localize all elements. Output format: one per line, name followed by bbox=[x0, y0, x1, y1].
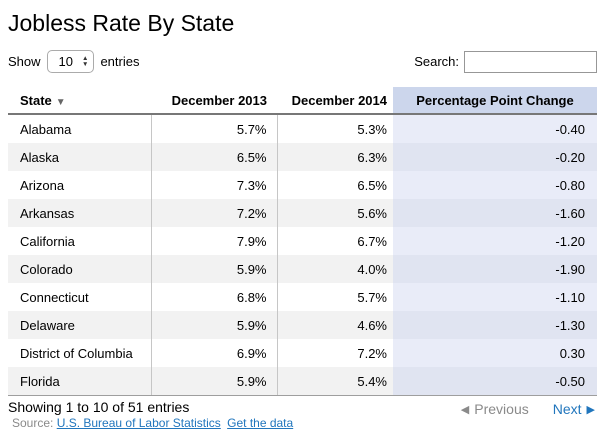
state-cell: Alabama bbox=[8, 114, 152, 143]
table-row: Connecticut 6.8% 5.7% -1.10 bbox=[8, 283, 597, 311]
stepper-up-icon: ▲ bbox=[82, 55, 89, 62]
jobless-rate-table: State ▼ December 2013 December 2014 Perce… bbox=[8, 87, 597, 396]
table-row: District of Columbia 6.9% 7.2% 0.30 bbox=[8, 339, 597, 367]
entries-label: entries bbox=[100, 54, 140, 69]
page-length-control: Show 10 ▲ ▼ entries bbox=[8, 50, 139, 73]
state-cell: Colorado bbox=[8, 255, 152, 283]
header-row: State ▼ December 2013 December 2014 Perce… bbox=[8, 87, 597, 115]
column-header-change[interactable]: Percentage Point Change bbox=[393, 87, 597, 115]
table-row: California 7.9% 6.7% -1.20 bbox=[8, 227, 597, 255]
table-row: Alabama 5.7% 5.3% -0.40 bbox=[8, 114, 597, 143]
table-footer: Showing 1 to 10 of 51 entries Source: U.… bbox=[8, 399, 597, 430]
get-data-link[interactable]: Get the data bbox=[227, 416, 294, 430]
change-cell: -0.50 bbox=[393, 367, 597, 396]
show-label: Show bbox=[8, 54, 41, 69]
dec2013-cell: 7.2% bbox=[151, 199, 278, 227]
dec2014-cell: 5.3% bbox=[357, 121, 387, 137]
dec2013-cell: 5.9% bbox=[151, 311, 278, 339]
state-cell: Arkansas bbox=[8, 199, 152, 227]
dec2014-cell: 5.7% bbox=[357, 289, 387, 305]
dec2013-cell: 5.9% bbox=[151, 367, 278, 396]
table-row: Colorado 5.9% 4.0% -1.90 bbox=[8, 255, 597, 283]
table-row: Arizona 7.3% 6.5% -0.80 bbox=[8, 171, 597, 199]
page-length-select[interactable]: 10 ▲ ▼ bbox=[46, 50, 95, 73]
dec2014-cell: 7.2% bbox=[357, 345, 387, 361]
dec2014-cell: 6.5% bbox=[357, 177, 387, 193]
search-control: Search: bbox=[414, 50, 597, 73]
column-header-state-label: State bbox=[20, 93, 52, 108]
dec2014-cell: 5.6% bbox=[357, 205, 387, 221]
change-cell: -0.40 bbox=[393, 114, 597, 143]
state-cell: Connecticut bbox=[8, 283, 152, 311]
change-cell: -1.20 bbox=[393, 227, 597, 255]
dec2013-cell: 6.9% bbox=[151, 339, 278, 367]
sort-desc-icon: ▼ bbox=[55, 97, 66, 108]
search-input[interactable] bbox=[464, 50, 597, 73]
next-page-button[interactable]: Next ▶ bbox=[553, 401, 595, 417]
pagination: ◀ Previous Next ▶ bbox=[461, 401, 597, 417]
stepper-down-icon: ▼ bbox=[82, 60, 89, 68]
source-link[interactable]: U.S. Bureau of Labor Statistics bbox=[56, 416, 221, 430]
dec2013-cell: 6.8% bbox=[151, 283, 278, 311]
change-cell: -1.30 bbox=[393, 311, 597, 339]
table-row: Alaska 6.5% 6.3% -0.20 bbox=[8, 143, 597, 171]
change-cell: -0.80 bbox=[393, 171, 597, 199]
source-line: Source: U.S. Bureau of Labor Statistics … bbox=[8, 416, 296, 430]
state-cell: California bbox=[8, 227, 152, 255]
search-label: Search: bbox=[414, 54, 459, 69]
state-cell: Arizona bbox=[8, 171, 152, 199]
dec2014-cell: 4.6% bbox=[357, 317, 387, 333]
column-header-state[interactable]: State ▼ bbox=[8, 87, 151, 115]
state-cell: Delaware bbox=[8, 311, 152, 339]
previous-page-button[interactable]: ◀ Previous bbox=[461, 401, 529, 417]
state-cell: Florida bbox=[8, 367, 152, 396]
dec2013-cell: 6.5% bbox=[151, 143, 278, 171]
footer-left: Showing 1 to 10 of 51 entries Source: U.… bbox=[8, 399, 296, 430]
change-cell: -1.10 bbox=[393, 283, 597, 311]
previous-label: Previous bbox=[474, 401, 529, 417]
next-label: Next bbox=[552, 401, 582, 417]
state-cell: District of Columbia bbox=[8, 339, 152, 367]
table-row: Arkansas 7.2% 5.6% -1.60 bbox=[8, 199, 597, 227]
column-header-dec2014[interactable]: December 2014 bbox=[277, 87, 393, 115]
change-cell: -1.60 bbox=[393, 199, 597, 227]
dec2013-cell: 5.9% bbox=[151, 255, 278, 283]
source-label: Source: bbox=[12, 416, 54, 430]
showing-info: Showing 1 to 10 of 51 entries bbox=[8, 399, 190, 415]
change-cell: 0.30 bbox=[393, 339, 597, 367]
change-cell: -1.90 bbox=[393, 255, 597, 283]
page-length-value: 10 bbox=[58, 54, 73, 69]
dec2013-cell: 5.7% bbox=[151, 114, 278, 143]
stepper-icon: ▲ ▼ bbox=[82, 56, 88, 67]
previous-arrow-icon: ◀ bbox=[460, 403, 470, 416]
table-row: Florida 5.9% 5.4% -0.50 bbox=[8, 367, 597, 396]
dec2014-cell: 5.4% bbox=[277, 367, 393, 396]
dec2013-cell: 7.3% bbox=[151, 171, 278, 199]
page-title: Jobless Rate By State bbox=[8, 10, 235, 36]
column-header-dec2013[interactable]: December 2013 bbox=[151, 87, 277, 115]
next-arrow-icon: ▶ bbox=[586, 403, 595, 416]
dec2014-cell: 6.7% bbox=[357, 233, 387, 249]
dec2013-cell: 7.9% bbox=[151, 227, 278, 255]
state-cell: Alaska bbox=[8, 143, 152, 171]
dec2014-cell: 4.0% bbox=[357, 261, 387, 277]
change-cell: -0.20 bbox=[393, 143, 597, 171]
table-row: Delaware 5.9% 4.6% -1.30 bbox=[8, 311, 597, 339]
dec2014-cell: 6.3% bbox=[357, 149, 387, 165]
table-controls: Show 10 ▲ ▼ entries Search: bbox=[8, 50, 597, 73]
